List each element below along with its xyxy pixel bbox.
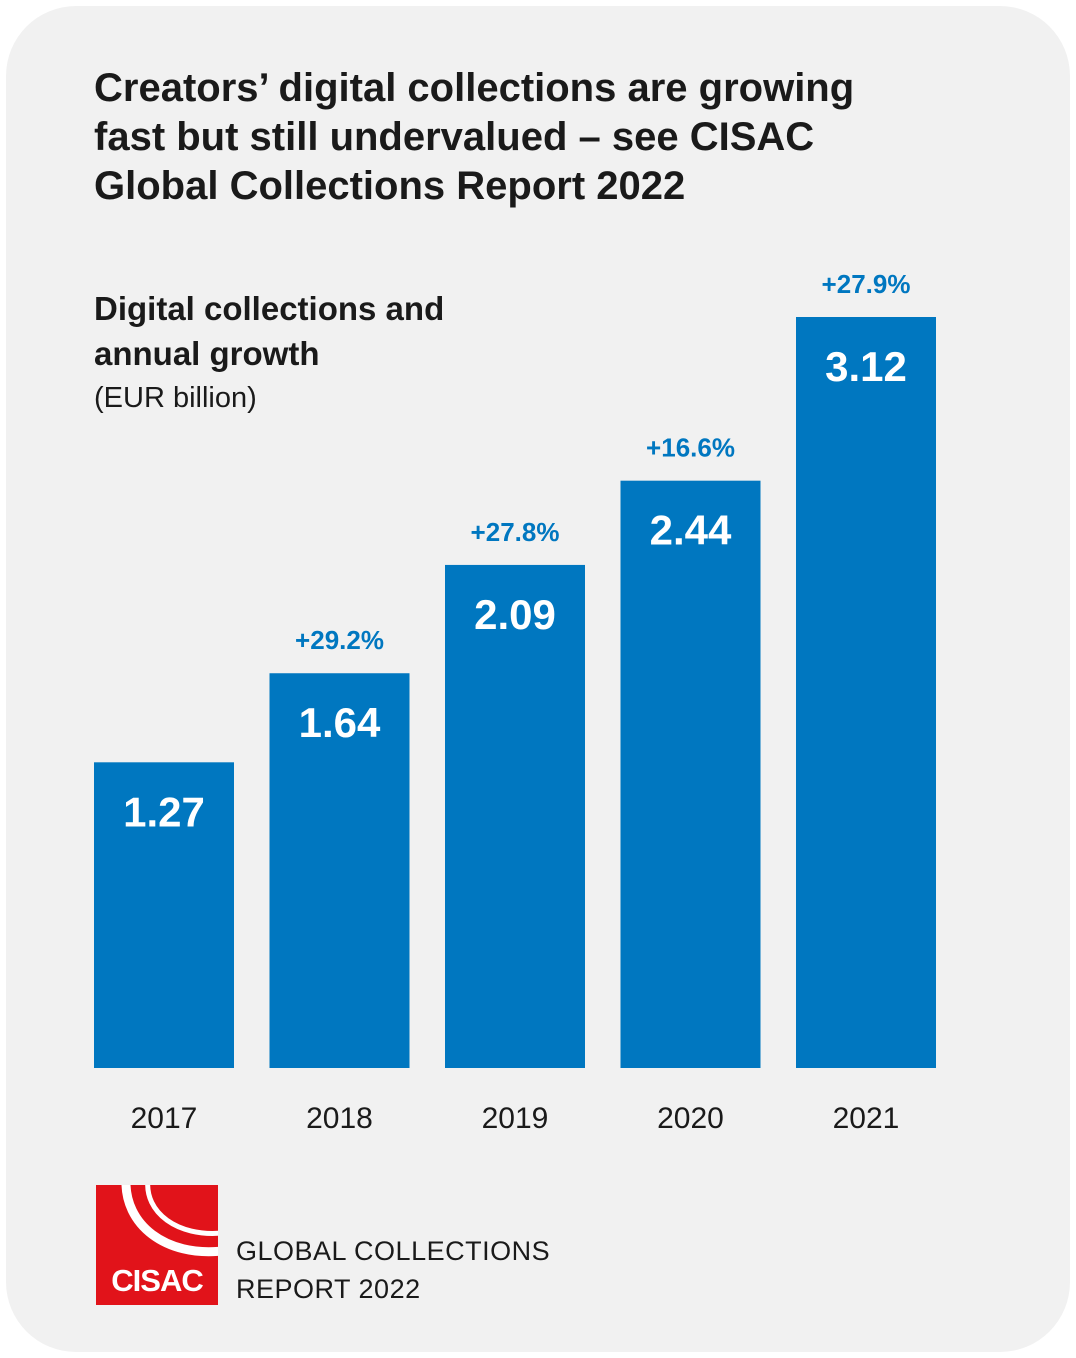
report-name: GLOBAL COLLECTIONS REPORT 2022 bbox=[236, 1232, 550, 1308]
report-name-line-1: GLOBAL COLLECTIONS bbox=[236, 1236, 551, 1266]
growth-label: +27.9% bbox=[822, 269, 911, 299]
cisac-logo-arc-icon bbox=[121, 1185, 218, 1257]
x-tick-label: 2018 bbox=[306, 1102, 373, 1135]
x-tick-label: 2020 bbox=[657, 1102, 724, 1135]
headline-line-2: fast but still undervalued – see CISAC bbox=[94, 115, 815, 159]
bar-value-label: 3.12 bbox=[825, 343, 907, 390]
headline-line-1: Creators’ digital collections are growin… bbox=[94, 66, 855, 110]
chart-title-line-1: Digital collections and bbox=[94, 290, 445, 327]
chart-unit: (EUR billion) bbox=[94, 382, 257, 414]
bar-value-label: 2.44 bbox=[650, 507, 732, 554]
bar bbox=[269, 673, 410, 1068]
bar-chart: 1.27 2017 1.64 +29.2% 2018 2.09 +27.8% 2019 2.44… bbox=[94, 269, 936, 1135]
x-tick-label: 2019 bbox=[482, 1102, 549, 1135]
cisac-logo-text: CISAC bbox=[111, 1263, 203, 1298]
bar bbox=[620, 480, 761, 1069]
bar-value-label: 2.09 bbox=[474, 591, 556, 638]
chart-title: Digital collections and annual growth bbox=[94, 286, 444, 376]
growth-label: +27.8% bbox=[471, 517, 560, 547]
x-tick-label: 2017 bbox=[131, 1102, 198, 1135]
headline-line-3: Global Collections Report 2022 bbox=[94, 164, 686, 208]
growth-label: +29.2% bbox=[295, 625, 384, 655]
headline: Creators’ digital collections are growin… bbox=[94, 64, 1034, 211]
bar-value-label: 1.64 bbox=[299, 699, 381, 746]
report-name-line-2: REPORT 2022 bbox=[236, 1274, 421, 1304]
bar bbox=[796, 317, 936, 1068]
bar-value-label: 1.27 bbox=[123, 788, 205, 835]
cisac-logo: CISAC bbox=[96, 1185, 218, 1305]
growth-label: +16.6% bbox=[646, 433, 735, 463]
chart-title-line-2: annual growth bbox=[94, 335, 320, 372]
bar bbox=[445, 564, 585, 1068]
x-tick-label: 2021 bbox=[833, 1102, 900, 1135]
bar bbox=[94, 762, 234, 1068]
